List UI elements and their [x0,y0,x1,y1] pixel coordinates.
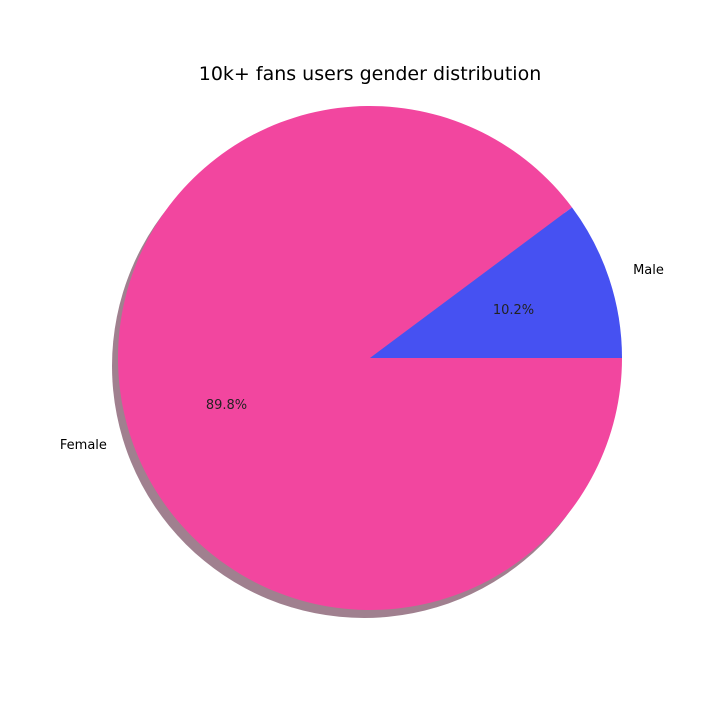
pie-slice-male [370,207,622,358]
slice-label-male: Male [633,263,664,278]
chart-title: 10k+ fans users gender distribution [199,63,542,85]
percent-label-female: 89.8% [206,398,247,413]
pie-labels: Female 89.8% Male 10.2% [60,263,664,453]
pie-slices [118,105,623,610]
slice-label-female: Female [60,438,107,453]
percent-label-male: 10.2% [493,303,534,318]
